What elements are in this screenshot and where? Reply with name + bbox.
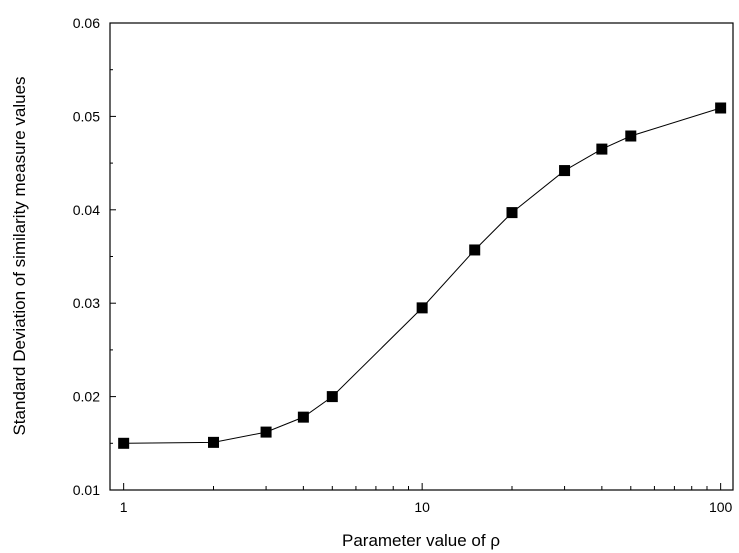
x-tick-label: 10: [414, 499, 430, 515]
data-point-marker: [625, 130, 637, 142]
y-tick-label: 0.01: [73, 482, 100, 498]
series-markers: [118, 102, 727, 449]
y-tick-label: 0.05: [73, 108, 100, 124]
data-point-marker: [208, 436, 220, 448]
data-point-marker: [596, 143, 608, 155]
data-point-marker: [506, 207, 518, 219]
series-line: [123, 107, 721, 444]
data-point-marker: [416, 302, 428, 314]
data-point-marker: [297, 411, 309, 423]
y-tick-label: 0.04: [73, 202, 100, 218]
data-point-marker: [118, 437, 130, 449]
axis-ticks: [110, 22, 722, 491]
y-axis-title: Standard Deviation of similarity measure…: [10, 76, 29, 435]
x-tick-label: 100: [709, 499, 733, 515]
data-point-marker: [260, 426, 272, 438]
y-tick-label: 0.03: [73, 295, 100, 311]
data-point-marker: [326, 391, 338, 403]
x-axis-title: Parameter value of ρ: [342, 531, 500, 550]
y-tick-label: 0.06: [73, 15, 100, 31]
plot-frame: [109, 22, 734, 491]
axis-tick-labels: 0.01 0.02 0.03 0.04 0.05 0.06 1 10 100: [73, 15, 733, 515]
data-point-marker: [715, 102, 727, 114]
data-point-marker: [559, 165, 571, 177]
x-tick-label: 1: [120, 499, 128, 515]
data-point-marker: [469, 244, 481, 256]
y-tick-label: 0.02: [73, 389, 100, 405]
